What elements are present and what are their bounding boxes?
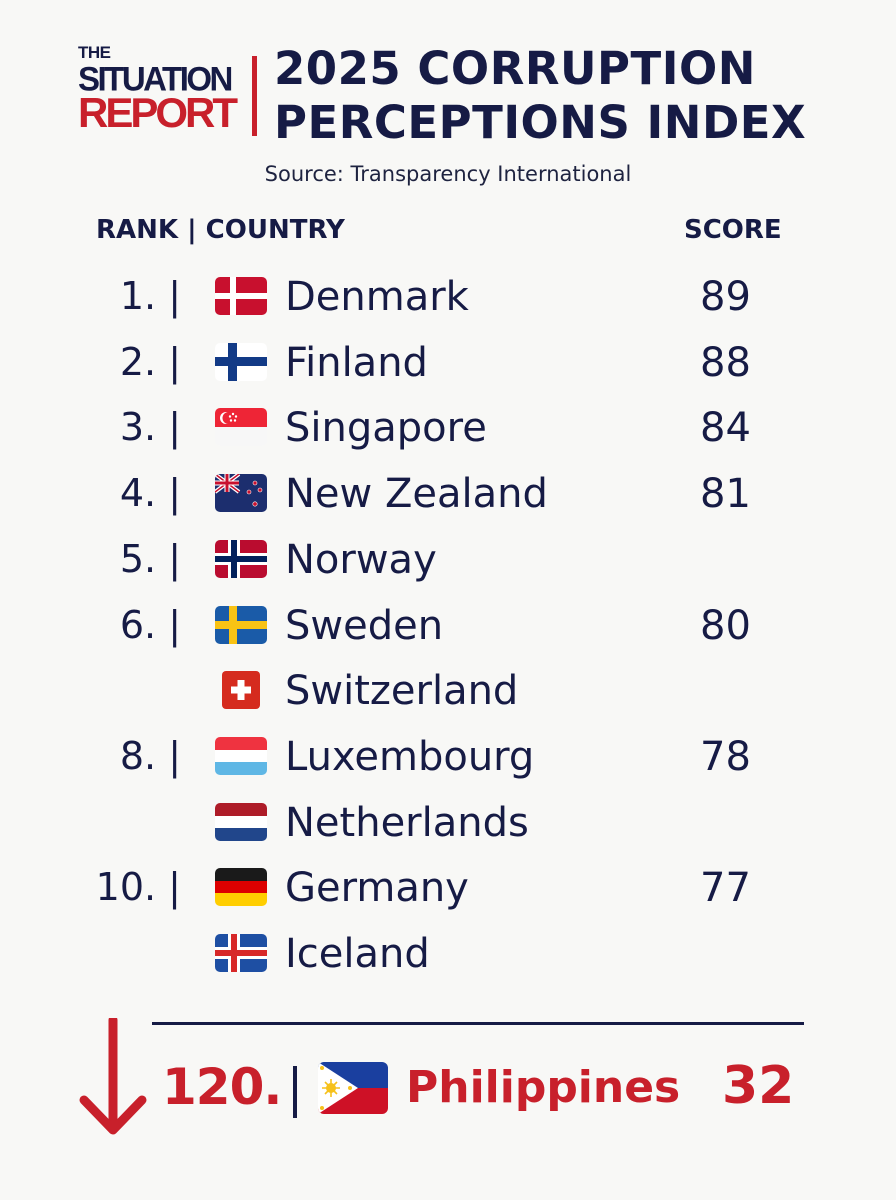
flag-iceland-icon: [215, 934, 267, 972]
rank-label: 6. |: [119, 602, 181, 647]
flag-luxembourg-icon: [215, 736, 267, 775]
table-row: 1. | Denmark 89: [0, 268, 896, 328]
rank-label: 8. |: [119, 733, 181, 778]
rank-label: 10. |: [95, 865, 181, 910]
country-name: Iceland: [285, 931, 430, 977]
flag-singapore-icon: [215, 408, 267, 447]
score-value: 80: [700, 602, 751, 649]
title-divider: [252, 56, 257, 136]
title-line-2: PERCEPTIONS INDEX: [274, 96, 807, 149]
country-name: Netherlands: [285, 799, 529, 846]
flag-philippines-icon: [318, 1062, 388, 1114]
header-rank-country: RANK | COUNTRY: [96, 215, 345, 245]
separator-line: [152, 1022, 804, 1025]
score-value: 88: [700, 339, 751, 386]
table-row: 4. | New Zealand 81: [0, 465, 896, 525]
country-name: Switzerland: [285, 668, 519, 715]
flag-switzerland-icon: [215, 671, 267, 710]
country-name: New Zealand: [285, 471, 548, 518]
score-value: 84: [700, 405, 751, 452]
country-name: Denmark: [285, 274, 469, 320]
flag-denmark-icon: [215, 277, 267, 315]
table-row: Iceland: [0, 925, 896, 985]
flag-norway-icon: [215, 539, 267, 578]
table-row: 8. | Luxembourg 78: [0, 728, 896, 788]
country-name: Finland: [285, 339, 428, 386]
page-title: 2025 CORRUPTION PERCEPTIONS INDEX: [274, 42, 834, 150]
table-row: 10. | Germany 77: [0, 859, 896, 919]
flag-germany-icon: [215, 868, 267, 907]
country-name: Luxembourg: [285, 733, 535, 780]
flag-finland-icon: [215, 342, 267, 381]
score-value: 77: [700, 865, 751, 912]
rank-label: 2. |: [119, 339, 181, 384]
brand-line-situation: SITUATION: [78, 58, 233, 98]
brand-line-report: REPORT: [78, 89, 238, 136]
title-line-1: 2025 CORRUPTION: [274, 42, 756, 95]
country-name: Norway: [285, 536, 437, 583]
flag-new-zealand-icon: [215, 474, 267, 513]
table-row: Switzerland: [0, 662, 896, 722]
flag-netherlands-icon: [215, 802, 267, 841]
brand-line-the: THE: [78, 43, 111, 62]
rank-label: 1. |: [119, 274, 181, 318]
country-name: Sweden: [285, 602, 444, 649]
brand-logo: THE SITUATION REPORT: [78, 43, 238, 136]
score-value: 89: [700, 274, 751, 320]
table-row: 5. | Norway: [0, 531, 896, 591]
header-score: SCORE: [684, 215, 782, 245]
down-arrow-icon: [79, 1018, 147, 1135]
country-name: Germany: [285, 865, 469, 912]
country-name: Singapore: [285, 405, 487, 452]
highlight-score: 32: [722, 1056, 795, 1116]
rank-label: 4. |: [119, 471, 181, 516]
highlight-separator: [293, 1066, 297, 1118]
table-row: 3. | Singapore 84: [0, 399, 896, 459]
flag-sweden-icon: [215, 605, 267, 644]
table-row: 6. | Sweden 80: [0, 597, 896, 657]
score-value: 81: [700, 471, 751, 518]
table-row: Netherlands: [0, 794, 896, 854]
score-value: 78: [700, 733, 751, 780]
highlight-country: Philippines: [406, 1062, 681, 1113]
rank-label: 5. |: [119, 536, 181, 581]
table-row: 2. | Finland 88: [0, 334, 896, 394]
highlight-rank: 120.: [162, 1058, 282, 1116]
rank-label: 3. |: [119, 405, 181, 450]
source-note: Source: Transparency International: [264, 162, 632, 186]
